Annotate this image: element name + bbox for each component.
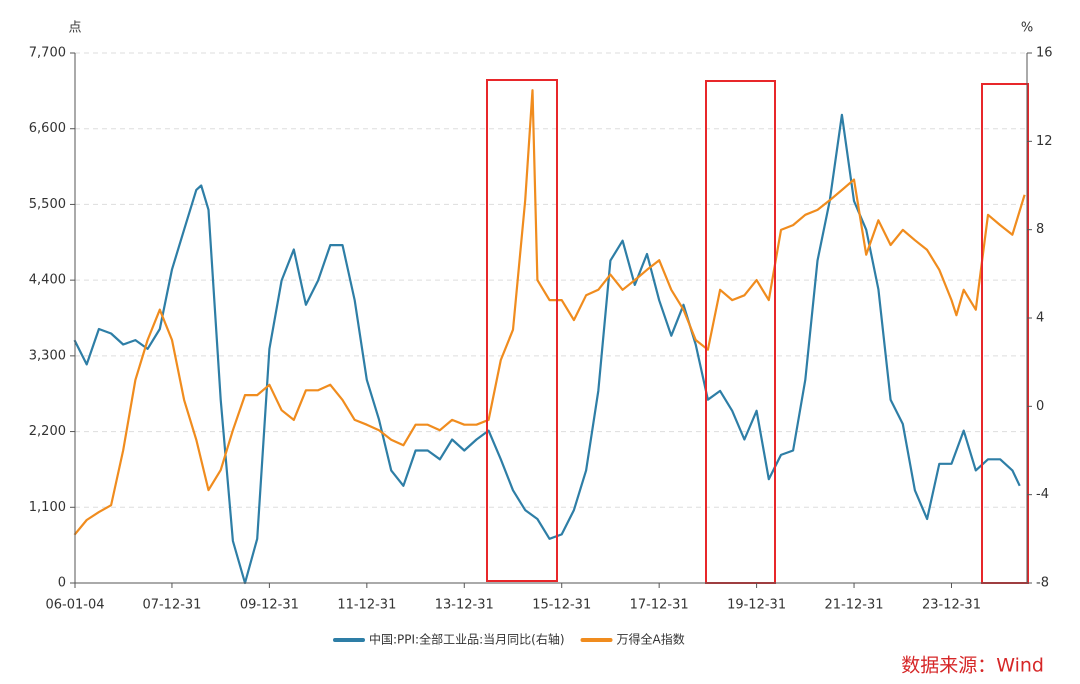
series-line [73, 113, 1021, 585]
y2-tick-label: -4 [1036, 487, 1049, 502]
y-tick-label: 4,400 [29, 273, 66, 288]
source-note: 数据来源：Wind [901, 655, 1044, 677]
x-tick-label: 15-12-31 [532, 598, 591, 613]
y2-tick-label: 8 [1036, 222, 1044, 237]
x-tick-label: 19-12-31 [727, 598, 786, 613]
x-tick-label: 11-12-31 [337, 598, 396, 613]
highlight-box [981, 83, 1029, 584]
y-tick-label: 1,100 [29, 500, 66, 515]
y-axis-unit: 点 [68, 21, 81, 36]
x-tick-label: 06-01-04 [45, 598, 104, 613]
y2-tick-label: 0 [1036, 399, 1044, 414]
series-line [73, 89, 1026, 536]
x-tick-label: 07-12-31 [142, 598, 201, 613]
highlight-boxes [486, 79, 1029, 584]
y-tick-label: 2,200 [29, 424, 66, 439]
y2-tick-label: 4 [1036, 311, 1044, 326]
y2-tick-label: 12 [1036, 134, 1053, 149]
y-tick-label: 5,500 [29, 197, 66, 212]
x-tick-label: 21-12-31 [825, 598, 884, 613]
y-tick-label: 7,700 [29, 46, 66, 61]
x-tick-label: 17-12-31 [630, 598, 689, 613]
y2-tick-label: 16 [1036, 46, 1053, 61]
legend-label: 中国:PPI:全部工业品:当月同比(右轴) [369, 632, 565, 647]
x-tick-label: 09-12-31 [240, 598, 299, 613]
legend-label: 万得全A指数 [617, 632, 685, 647]
y-tick-label: 0 [58, 576, 66, 591]
y2-tick-label: -8 [1036, 576, 1049, 591]
y-tick-label: 6,600 [29, 121, 66, 136]
y2-axis-unit: % [1021, 21, 1033, 36]
x-tick-label: 23-12-31 [922, 598, 981, 613]
x-tick-label: 13-12-31 [435, 598, 494, 613]
y-tick-label: 3,300 [29, 348, 66, 363]
highlight-box [486, 79, 558, 582]
